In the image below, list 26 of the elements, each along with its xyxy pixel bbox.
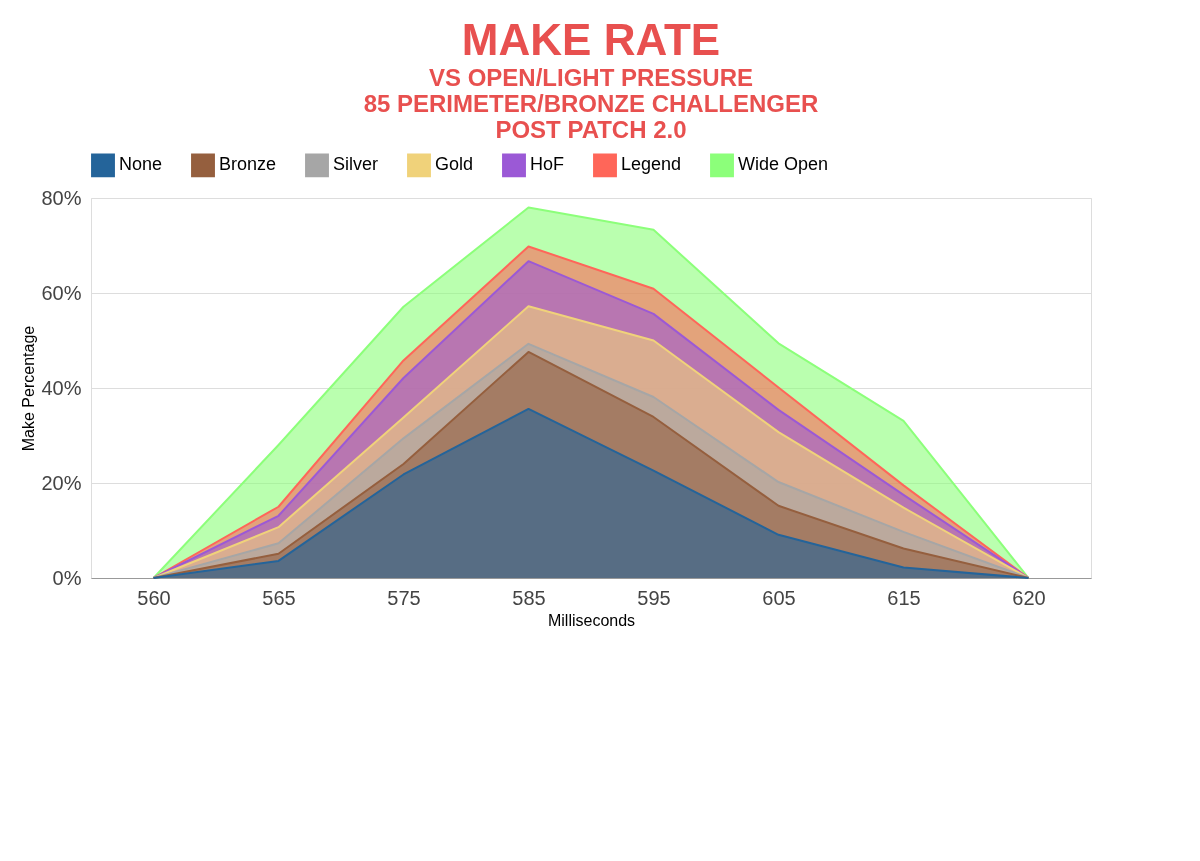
chart-title: MAKE RATE <box>461 15 721 64</box>
text: 85 PERIMETER/BRONZE CHALLENGER <box>363 90 819 117</box>
legend-label: HoF <box>530 154 565 175</box>
x-tick-label: 585 <box>512 586 546 609</box>
y-axis-title: Make Percentage <box>20 325 38 452</box>
y-tick-label: 60% <box>41 281 82 304</box>
x-tick-label: 565 <box>262 586 296 609</box>
text: POST PATCH 2.0 <box>495 116 687 143</box>
x-tick-label: 595 <box>637 586 671 609</box>
x-axis-title: Milliseconds <box>547 611 636 629</box>
x-tick-label: 620 <box>1012 586 1046 609</box>
legend-label: Wide Open <box>738 154 829 175</box>
y-tick-label: 0% <box>52 566 82 589</box>
legend-label: Gold <box>435 154 474 175</box>
x-tick-label: 575 <box>387 586 421 609</box>
x-tick-label: 615 <box>887 586 921 609</box>
legend-label: Silver <box>333 154 379 175</box>
text: VS OPEN/LIGHT PRESSURE <box>428 64 754 91</box>
legend-label: Legend <box>621 154 682 175</box>
x-tick-label: 560 <box>137 586 171 609</box>
y-tick-label: 20% <box>41 471 82 494</box>
y-tick-label: 40% <box>41 376 82 399</box>
y-tick-label: 80% <box>41 186 82 209</box>
legend-label: None <box>119 154 163 175</box>
legend-label: Bronze <box>219 154 277 175</box>
x-tick-label: 605 <box>762 586 796 609</box>
